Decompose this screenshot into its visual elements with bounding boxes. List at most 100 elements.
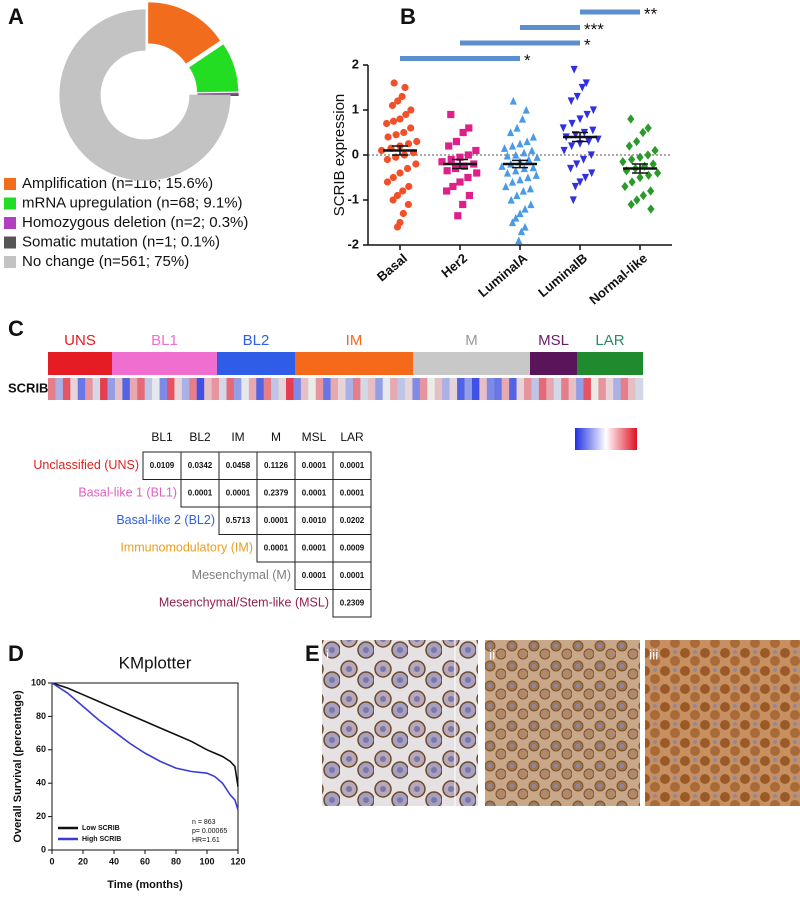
y-tick-label: -1 bbox=[347, 191, 359, 206]
column-header: LAR bbox=[340, 430, 364, 444]
data-point bbox=[633, 136, 641, 147]
data-point bbox=[500, 144, 509, 152]
survival-line bbox=[51, 682, 239, 787]
data-point bbox=[383, 155, 392, 164]
ihc-image bbox=[645, 640, 800, 806]
heatmap-cell bbox=[360, 378, 369, 400]
heatmap-cell bbox=[390, 378, 398, 400]
table-value: 0.5713 bbox=[226, 516, 251, 525]
heatmap-cell bbox=[412, 378, 421, 400]
legend-label: High SCRIB bbox=[82, 836, 121, 843]
data-point bbox=[533, 153, 541, 161]
subtype-bar bbox=[295, 352, 413, 375]
data-point bbox=[456, 178, 464, 186]
data-point bbox=[578, 83, 586, 92]
data-point bbox=[567, 97, 575, 106]
y-tick-label: 2 bbox=[352, 56, 359, 71]
table-value: 0.0001 bbox=[302, 488, 327, 497]
table-value: 0.0109 bbox=[150, 461, 175, 470]
data-point bbox=[403, 164, 412, 173]
data-point bbox=[628, 177, 636, 187]
subtype-label: MSL bbox=[538, 332, 569, 349]
donut-slice bbox=[59, 9, 231, 181]
annotation: HR=1.61 bbox=[192, 837, 220, 844]
subtype-bar bbox=[530, 352, 577, 375]
heatmap-cell bbox=[137, 378, 145, 400]
data-point bbox=[506, 128, 515, 137]
image-label: iii bbox=[649, 647, 658, 663]
heatmap-cell bbox=[248, 378, 257, 400]
data-point bbox=[576, 115, 584, 124]
heatmap-cell bbox=[144, 378, 153, 400]
table-value: 0.0001 bbox=[264, 516, 289, 525]
data-point bbox=[644, 170, 653, 180]
heatmap-cell bbox=[308, 378, 317, 400]
significance-label: *** bbox=[584, 20, 604, 39]
x-tick-label: LuminalB bbox=[535, 250, 590, 300]
data-point bbox=[516, 209, 524, 218]
heatmap-cell bbox=[204, 378, 212, 400]
column-header: IM bbox=[231, 430, 244, 444]
data-point bbox=[404, 200, 412, 209]
data-point bbox=[523, 137, 531, 146]
data-point bbox=[520, 148, 528, 157]
legend-label: Amplification (n=116; 15.6%) bbox=[22, 175, 213, 192]
table-value: 0.0342 bbox=[188, 461, 213, 470]
data-point bbox=[516, 139, 524, 148]
data-point bbox=[568, 119, 576, 128]
heatmap-cell bbox=[598, 378, 607, 400]
heatmap-cell bbox=[367, 378, 376, 400]
data-point bbox=[636, 172, 644, 183]
data-point bbox=[383, 178, 392, 186]
heatmap-cell bbox=[174, 378, 183, 400]
data-point bbox=[581, 173, 590, 182]
data-point bbox=[628, 154, 636, 165]
y-axis-label: Overall Survival (percentage) bbox=[12, 690, 24, 843]
x-tick-label: 40 bbox=[109, 856, 119, 866]
data-point bbox=[393, 191, 402, 200]
subtype-label: LAR bbox=[595, 332, 624, 349]
heatmap-cell bbox=[114, 378, 123, 400]
table-value: 0.0001 bbox=[302, 571, 327, 580]
data-point bbox=[569, 196, 577, 205]
column-header: BL1 bbox=[151, 430, 173, 444]
subtype-label: BL1 bbox=[151, 332, 178, 349]
data-point bbox=[447, 110, 455, 119]
data-point bbox=[525, 155, 533, 164]
table-value: 0.0010 bbox=[302, 516, 327, 525]
subtype-label: BL2 bbox=[243, 332, 270, 349]
y-tick-label: 20 bbox=[36, 811, 46, 821]
heatmap-cell bbox=[486, 378, 495, 400]
data-point bbox=[447, 155, 455, 164]
table-value: 0.0001 bbox=[302, 543, 327, 552]
data-point bbox=[639, 190, 647, 201]
heatmap-cell bbox=[568, 378, 577, 400]
table-value: 0.2379 bbox=[264, 488, 289, 497]
data-point bbox=[529, 163, 537, 172]
data-point bbox=[389, 117, 398, 125]
data-point bbox=[521, 204, 529, 213]
data-point bbox=[503, 168, 512, 177]
heatmap-cell bbox=[62, 378, 71, 400]
data-point bbox=[647, 186, 655, 196]
data-point bbox=[396, 115, 404, 123]
color-scale bbox=[575, 428, 637, 450]
heatmap-cell bbox=[613, 378, 621, 400]
x-axis-label: Time (months) bbox=[107, 879, 183, 891]
data-point bbox=[398, 92, 406, 101]
heatmap-cell bbox=[48, 378, 56, 400]
subtype-bar bbox=[48, 352, 112, 375]
heatmap-cell bbox=[501, 378, 510, 400]
heatmap-cell bbox=[531, 378, 540, 400]
x-tick-label: 100 bbox=[199, 856, 214, 866]
heatmap-cell bbox=[457, 378, 465, 400]
legend-swatch bbox=[4, 236, 16, 249]
data-point bbox=[587, 151, 595, 160]
data-point bbox=[566, 164, 575, 173]
data-point bbox=[529, 132, 537, 141]
data-point bbox=[571, 182, 579, 191]
data-point bbox=[579, 155, 588, 164]
data-point bbox=[570, 65, 578, 74]
data-point bbox=[568, 142, 576, 151]
